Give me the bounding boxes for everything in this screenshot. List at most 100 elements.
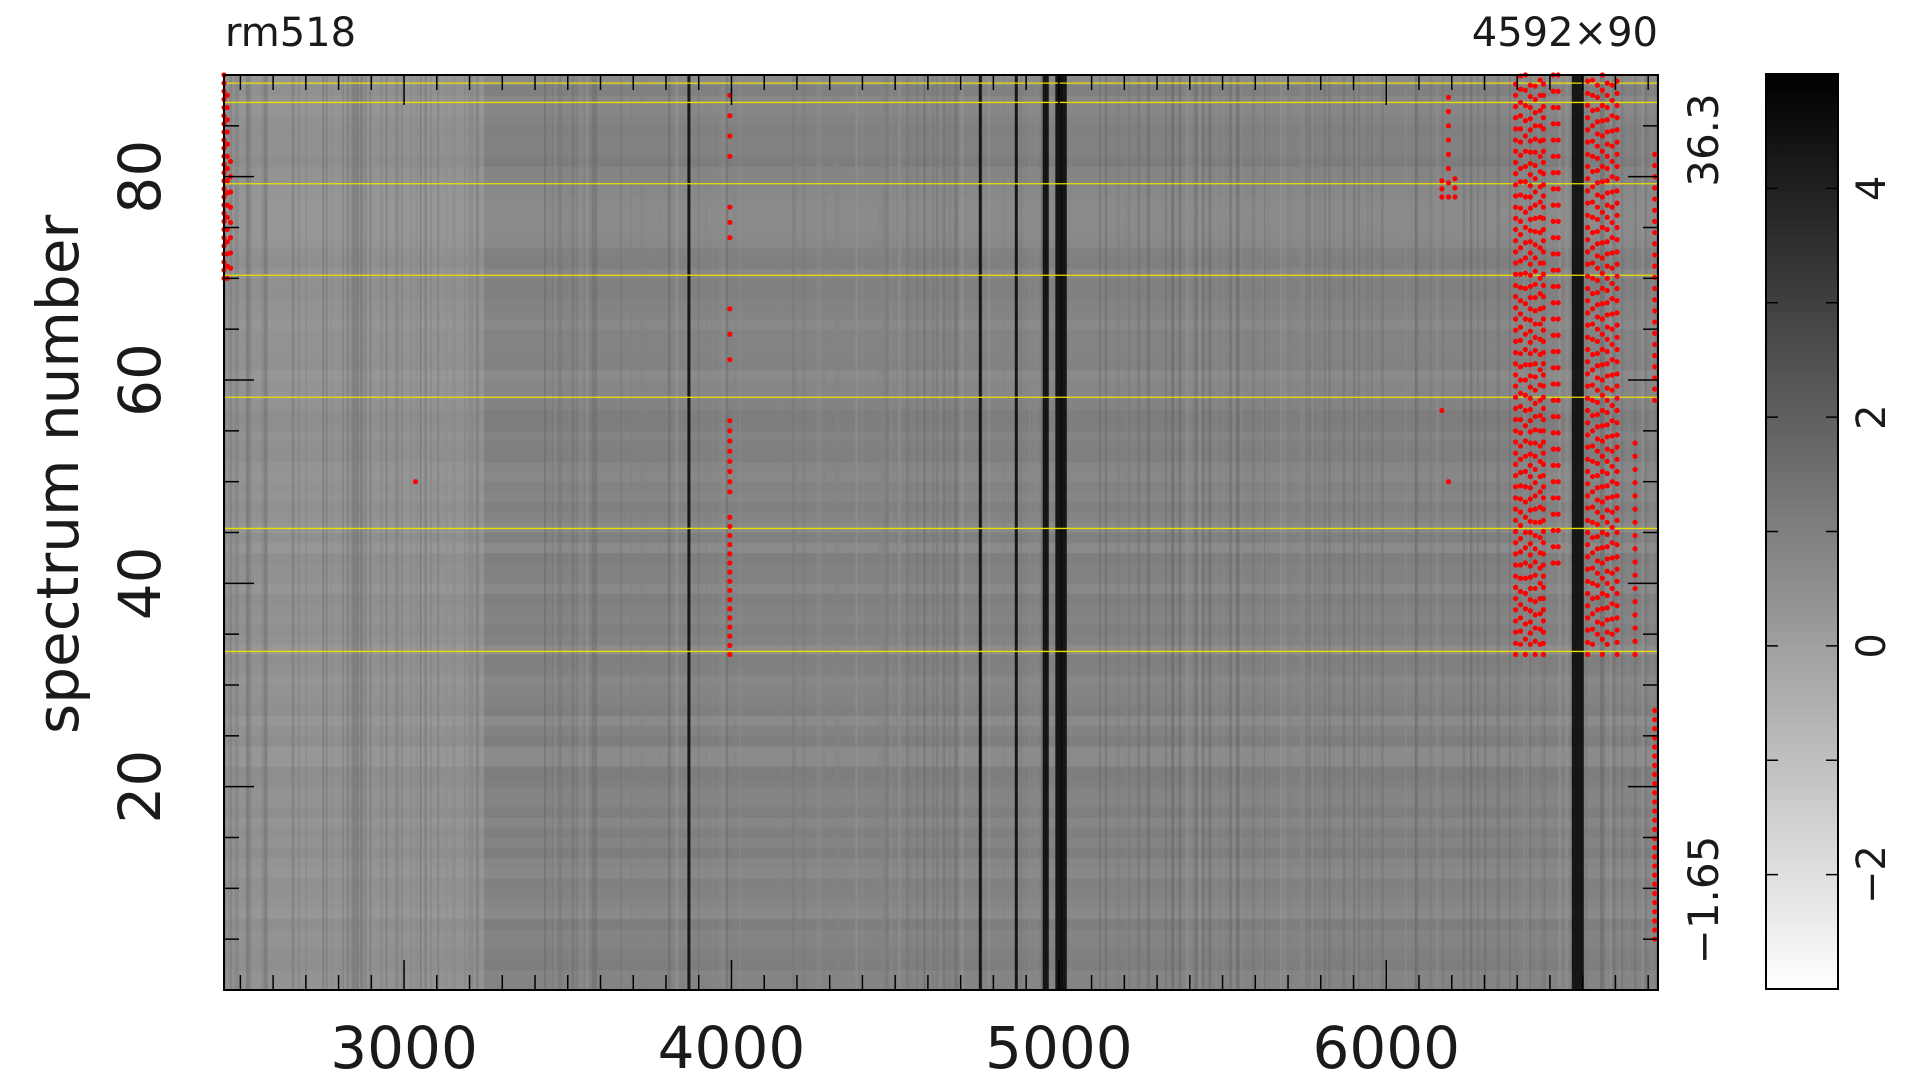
masked-pixel-point	[1585, 627, 1591, 633]
masked-pixel-point	[1522, 133, 1529, 139]
masked-pixel-point	[1555, 218, 1561, 224]
spectrum-row	[224, 441, 1658, 452]
masked-pixel-point	[1609, 631, 1615, 637]
masked-pixel-point	[224, 214, 230, 220]
masked-pixel-point	[224, 165, 230, 172]
masked-pixel-point	[1594, 326, 1601, 332]
masked-pixel-point	[1599, 392, 1605, 398]
masked-pixel-point	[1555, 430, 1561, 436]
masked-pixel-point	[1517, 377, 1524, 383]
masked-pixel-point	[727, 624, 733, 630]
spectral-feature	[380, 75, 383, 990]
masked-pixel-point	[1585, 273, 1591, 279]
masked-pixel-point	[1594, 131, 1601, 137]
spectral-feature	[396, 75, 400, 990]
masked-pixel-point	[1594, 619, 1601, 625]
masked-pixel-point	[1614, 420, 1620, 426]
spectral-feature	[1240, 75, 1244, 990]
masked-pixel-point	[1540, 249, 1547, 255]
spectral-feature	[718, 75, 721, 990]
masked-pixel-point	[1527, 104, 1533, 111]
masked-pixel-point	[1632, 453, 1638, 459]
masked-pixel-point	[727, 514, 733, 520]
masked-pixel-point	[1527, 597, 1533, 603]
masked-pixel-point	[727, 438, 733, 444]
masked-pixel-point	[1652, 799, 1658, 805]
masked-pixel-point	[1614, 444, 1620, 450]
spectral-feature	[426, 75, 429, 990]
masked-pixel-point	[1589, 306, 1596, 312]
masked-pixel-point	[1614, 359, 1620, 365]
masked-pixel-point	[1599, 163, 1605, 170]
masked-pixel-point	[1522, 270, 1529, 276]
masked-pixel-point	[1532, 149, 1538, 155]
masked-pixel-point	[1585, 371, 1591, 377]
side-scale-label: −1.65	[1679, 836, 1728, 965]
masked-pixel-point	[1512, 361, 1519, 367]
spectral-feature	[1289, 75, 1293, 990]
masked-pixel-point	[1512, 405, 1519, 412]
spectrum-row	[224, 461, 1658, 472]
masked-pixel-point	[1537, 245, 1543, 251]
masked-pixel-point	[1599, 545, 1605, 551]
masked-pixel-point	[1532, 625, 1538, 631]
masked-pixel-point	[1599, 224, 1605, 231]
masked-pixel-point	[1532, 546, 1538, 552]
masked-pixel-point	[1604, 605, 1610, 611]
masked-pixel-point	[1614, 468, 1620, 475]
masked-pixel-point	[727, 587, 733, 594]
spectrum-row	[224, 868, 1658, 879]
spectrum-row	[224, 959, 1658, 971]
masked-pixel-point	[1540, 193, 1547, 199]
masked-pixel-point	[1550, 316, 1556, 322]
masked-pixel-point	[1522, 255, 1529, 261]
masked-pixel-point	[1537, 611, 1543, 617]
masked-pixel-point	[1555, 348, 1561, 355]
masked-pixel-point	[1517, 113, 1524, 119]
masked-pixel-point	[1632, 585, 1638, 592]
masked-pixel-point	[1532, 480, 1538, 486]
masked-pixel-point	[1527, 82, 1533, 88]
masked-pixel-point	[1614, 139, 1620, 145]
masked-pixel-point	[1652, 872, 1658, 878]
masked-pixel-point	[1589, 626, 1596, 632]
masked-pixel-point	[1604, 629, 1610, 635]
masked-pixel-point	[1599, 316, 1605, 322]
spectral-feature	[467, 75, 471, 990]
spectrum-row	[224, 339, 1658, 350]
spectral-feature	[675, 75, 679, 990]
masked-pixel-point	[1537, 534, 1543, 541]
masked-pixel-point	[1517, 443, 1524, 449]
masked-pixel-point	[1585, 639, 1591, 645]
masked-pixel-point	[224, 117, 230, 123]
masked-pixel-point	[1527, 216, 1533, 222]
masked-pixel-point	[227, 219, 234, 226]
spectral-feature	[836, 75, 840, 990]
masked-pixel-point	[1512, 618, 1519, 624]
masked-pixel-point	[1512, 327, 1519, 333]
spectral-feature	[464, 75, 466, 990]
spectrum-row	[224, 603, 1658, 615]
masked-pixel-point	[1512, 472, 1519, 479]
masked-pixel-point	[1540, 640, 1547, 646]
masked-pixel-point	[1604, 153, 1610, 159]
masked-pixel-point	[1614, 237, 1620, 243]
masked-pixel-point	[1532, 136, 1538, 142]
masked-pixel-point	[727, 551, 733, 557]
spectral-feature	[1098, 75, 1101, 990]
masked-pixel-point	[1599, 102, 1605, 109]
masked-pixel-point	[1652, 817, 1658, 823]
masked-pixel-point	[1522, 590, 1529, 597]
spectrum-row	[224, 136, 1658, 147]
masked-pixel-point	[1512, 126, 1519, 132]
masked-pixel-point	[727, 651, 733, 658]
masked-pixel-point	[1527, 160, 1533, 167]
masked-pixel-point	[1522, 453, 1529, 459]
masked-pixel-point	[1585, 444, 1591, 450]
masked-pixel-point	[1604, 434, 1610, 440]
spectral-feature	[855, 75, 857, 990]
masked-pixel-point	[1540, 394, 1547, 400]
masked-pixel-point	[1522, 514, 1529, 520]
masked-pixel-point	[1652, 353, 1658, 359]
masked-pixel-point	[1540, 204, 1547, 210]
